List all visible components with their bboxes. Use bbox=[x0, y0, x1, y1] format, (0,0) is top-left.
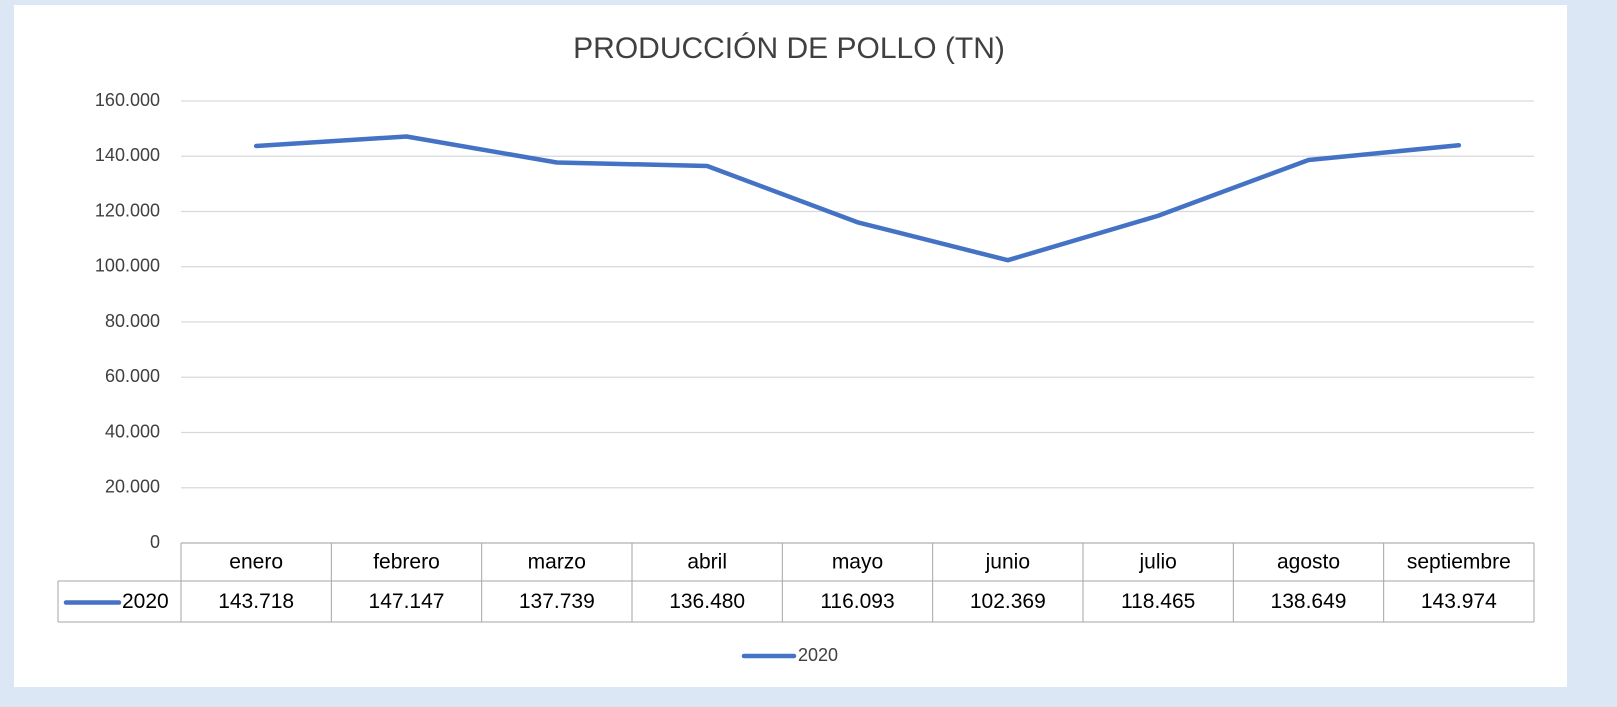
table-value: 143.974 bbox=[1421, 590, 1497, 613]
x-tick-label: marzo bbox=[528, 551, 586, 574]
x-tick-label: julio bbox=[1138, 551, 1176, 574]
y-tick-label: 140.000 bbox=[95, 145, 160, 165]
y-tick-label: 60.000 bbox=[105, 366, 160, 386]
y-tick-label: 20.000 bbox=[105, 477, 160, 497]
table-series-name: 2020 bbox=[122, 590, 169, 613]
x-tick-label: enero bbox=[229, 551, 283, 574]
y-tick-label: 40.000 bbox=[105, 421, 160, 441]
table-value: 102.369 bbox=[970, 590, 1046, 613]
y-tick-label: 80.000 bbox=[105, 311, 160, 331]
x-tick-label: junio bbox=[985, 551, 1030, 574]
table-value: 147.147 bbox=[369, 590, 445, 613]
chart-title: PRODUCCIÓN DE POLLO (TN) bbox=[573, 32, 1005, 65]
x-tick-label: agosto bbox=[1277, 551, 1340, 574]
table-value: 137.739 bbox=[519, 590, 595, 613]
table-value: 116.093 bbox=[820, 590, 894, 613]
x-tick-label: septiembre bbox=[1407, 551, 1511, 574]
chart-area bbox=[14, 5, 1567, 687]
y-tick-label: 160.000 bbox=[95, 90, 160, 110]
y-tick-label: 120.000 bbox=[95, 200, 160, 220]
table-value: 118.465 bbox=[1121, 590, 1195, 613]
x-tick-label: abril bbox=[687, 551, 727, 574]
series-line bbox=[253, 134, 1462, 263]
x-tick-label: mayo bbox=[832, 551, 883, 574]
table-value: 138.649 bbox=[1271, 590, 1347, 613]
x-tick-label: febrero bbox=[373, 551, 440, 574]
table-value: 143.718 bbox=[218, 590, 294, 613]
y-tick-label: 0 bbox=[150, 532, 160, 552]
table-value: 136.480 bbox=[669, 590, 745, 613]
y-tick-label: 100.000 bbox=[95, 256, 160, 276]
legend-label: 2020 bbox=[798, 645, 838, 665]
